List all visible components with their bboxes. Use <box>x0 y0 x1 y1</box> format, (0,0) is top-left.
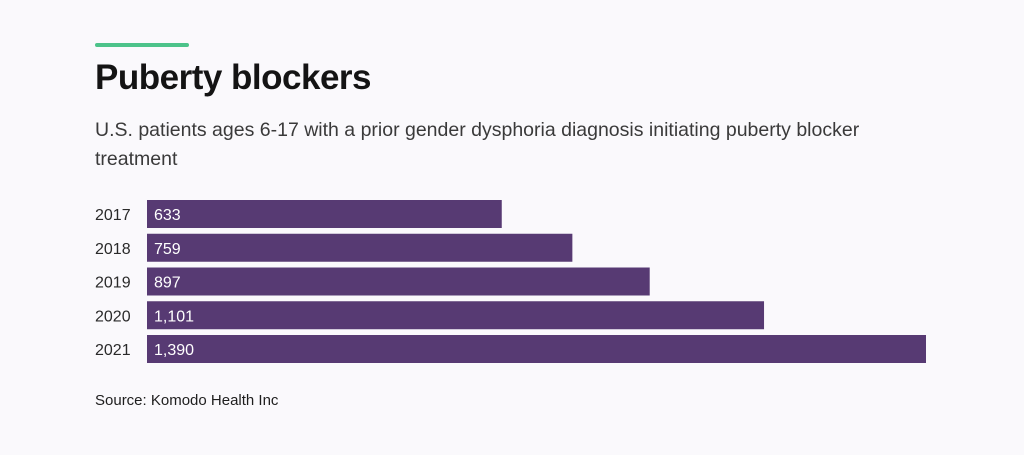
category-label-2017: 2017 <box>95 207 131 224</box>
value-label-2019: 897 <box>154 275 181 292</box>
category-label-2018: 2018 <box>95 241 131 258</box>
bar-2020 <box>147 301 765 330</box>
bar-2017 <box>147 200 502 228</box>
bar-2021 <box>147 335 926 363</box>
value-label-2021: 1,390 <box>154 342 194 359</box>
category-label-2019: 2019 <box>95 275 131 292</box>
value-label-2017: 633 <box>154 207 181 224</box>
chart-title: Puberty blockers <box>95 58 372 97</box>
category-label-2020: 2020 <box>95 308 131 325</box>
accent-bar <box>95 43 189 47</box>
value-label-2020: 1,101 <box>154 308 194 325</box>
value-label-2018: 759 <box>154 241 181 258</box>
bar-2019 <box>147 267 650 296</box>
source-note: Source: Komodo Health Inc <box>95 392 279 409</box>
category-label-2021: 2021 <box>95 342 131 359</box>
bar-2018 <box>147 233 573 262</box>
chart-subtitle: U.S. patients ages 6-17 with a prior gen… <box>95 119 860 170</box>
